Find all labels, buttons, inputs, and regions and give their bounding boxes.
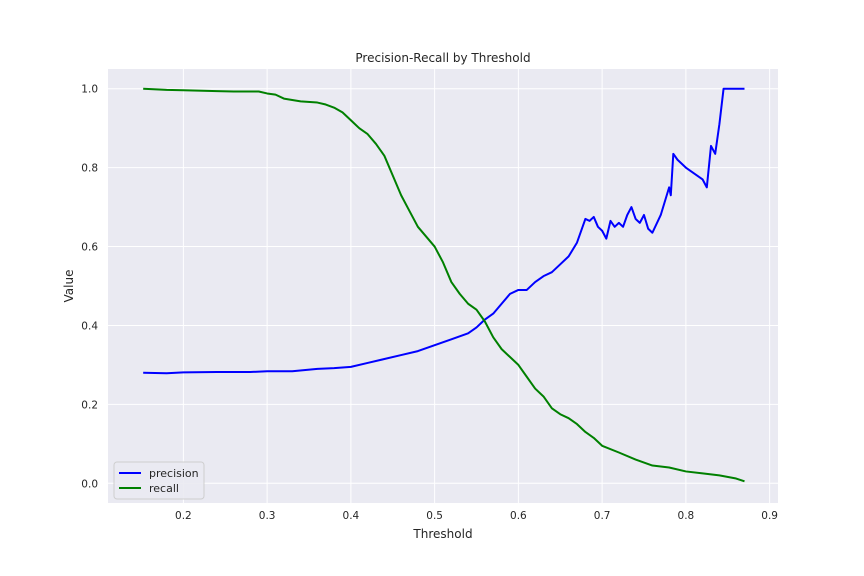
x-tick-label: 0.7 xyxy=(594,510,611,522)
x-tick-label: 0.5 xyxy=(426,510,443,522)
legend-box xyxy=(113,461,205,500)
series-line-recall xyxy=(143,87,745,483)
tick-labels: 0.2 0.3 0.4 0.5 0.6 0.7 0.8 0.9 0.0 0.2 0.4 0.6 0.8 1… xyxy=(81,84,778,522)
x-tick-label: 0.3 xyxy=(259,510,276,522)
y-tick-label: 1.0 xyxy=(81,84,98,96)
series-line-precision xyxy=(143,87,745,375)
y-tick-label: 0.6 xyxy=(81,242,98,254)
x-tick-label: 0.8 xyxy=(678,510,695,522)
y-tick-label: 0.0 xyxy=(81,478,98,490)
legend-label-precision: precision xyxy=(149,467,199,480)
x-tick-label: 0.9 xyxy=(761,510,778,522)
series-layer xyxy=(143,87,745,483)
y-axis-label: Value xyxy=(62,270,76,303)
y-tick-label: 0.4 xyxy=(81,320,98,332)
x-tick-label: 0.2 xyxy=(175,510,192,522)
chart-title: Precision-Recall by Threshold xyxy=(355,51,530,65)
y-tick-label: 0.2 xyxy=(81,399,98,411)
x-tick-label: 0.4 xyxy=(343,510,360,522)
legend: precision recall xyxy=(113,461,205,500)
x-axis-label: Threshold xyxy=(412,527,472,541)
legend-label-recall: recall xyxy=(149,482,179,495)
grid xyxy=(108,69,778,503)
y-tick-label: 0.8 xyxy=(81,163,98,175)
x-tick-label: 0.6 xyxy=(510,510,527,522)
plot-background xyxy=(108,69,778,503)
